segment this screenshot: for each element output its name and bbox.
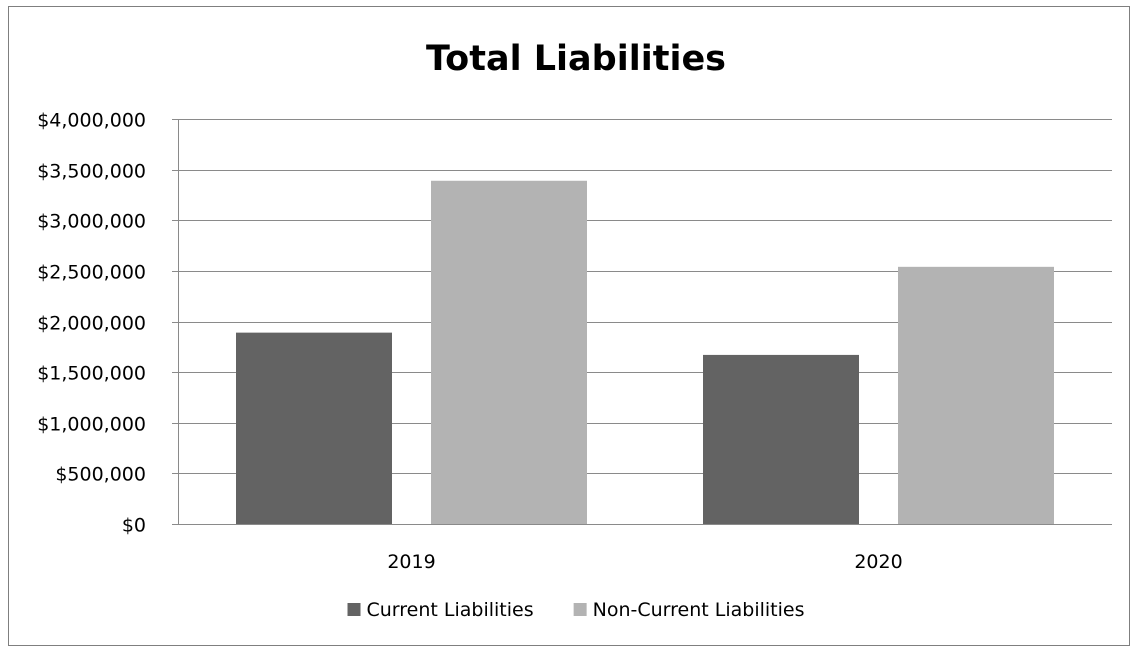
y-tick-label: $3,000,000 — [37, 211, 146, 233]
x-tick-label: 2020 — [854, 551, 902, 573]
y-tick-labels: $0 $500,000 $1,000,000 $1,500,000 $2,000,000… — [37, 110, 146, 537]
bar-non-current-2020 — [898, 266, 1054, 524]
x-tick-label: 2019 — [387, 551, 435, 573]
y-tick-label: $500,000 — [55, 464, 146, 486]
legend-swatch — [573, 603, 587, 616]
legend-label: Current Liabilities — [367, 599, 534, 621]
legend-swatch — [347, 603, 361, 616]
y-tick-label: $2,500,000 — [37, 262, 146, 284]
legend-label: Non-Current Liabilities — [593, 599, 805, 621]
bar-current-2019 — [236, 332, 392, 524]
legend: Current Liabilities Non-Current Liabiliti… — [347, 599, 805, 621]
y-tick-label: $1,000,000 — [37, 414, 146, 436]
y-tick-label: $0 — [122, 515, 146, 537]
axes — [178, 119, 1112, 525]
x-tick-labels: 2019 2020 — [387, 551, 902, 573]
y-tick-label: $3,500,000 — [37, 161, 146, 183]
bar-non-current-2019 — [431, 180, 587, 524]
bars — [236, 180, 1054, 524]
bar-current-2020 — [703, 354, 859, 524]
y-tick-label: $2,000,000 — [37, 313, 146, 335]
y-tick-label: $1,500,000 — [37, 363, 146, 385]
y-tick-label: $4,000,000 — [37, 110, 146, 132]
chart-title: Total Liabilities — [426, 39, 726, 79]
